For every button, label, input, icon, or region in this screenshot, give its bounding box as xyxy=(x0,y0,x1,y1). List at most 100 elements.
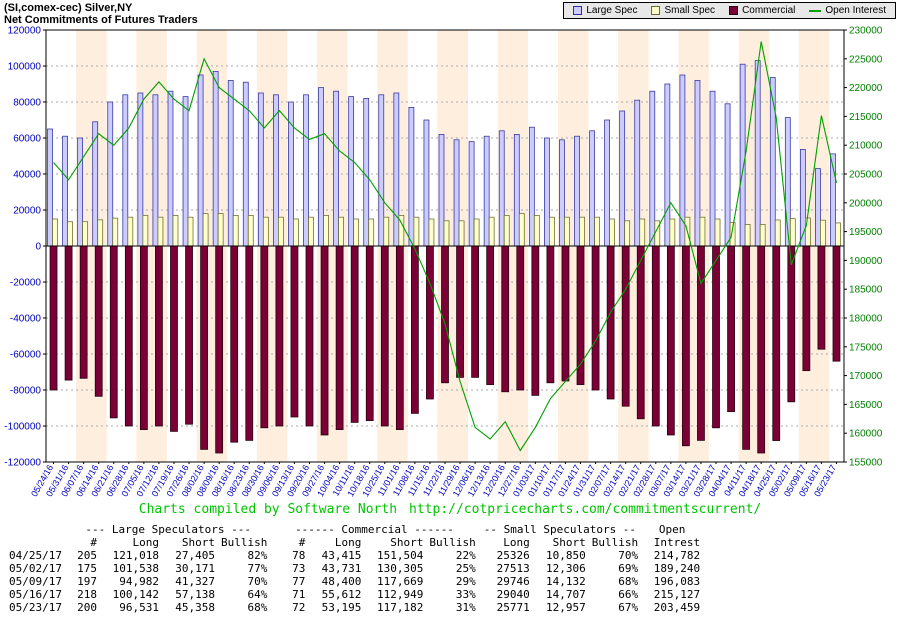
svg-text:-100000: -100000 xyxy=(4,422,41,433)
legend-item-commercial: Commercial xyxy=(729,5,795,16)
row-value: 30,171 xyxy=(175,562,215,575)
row-date: 04/25/17 xyxy=(9,549,62,562)
table-group-header: -- Small Speculators -- xyxy=(483,523,637,536)
row-value: 205 xyxy=(77,549,97,562)
chart-subtitle: Net Commitments of Futures Traders xyxy=(4,14,198,26)
right-axis-labels: 230000 225000 220000 215000 210000 205000 2000… xyxy=(844,26,883,469)
table-row: 05/23/17 200 96,531 45,358 68% 72 53,195 117,18… xyxy=(6,601,703,614)
row-value: 64% xyxy=(247,588,268,601)
table-column-header: Long xyxy=(334,536,362,549)
row-value: 55,612 xyxy=(321,588,362,601)
svg-text:60000: 60000 xyxy=(13,134,41,145)
row-value: 73 xyxy=(292,562,306,575)
svg-text:170000: 170000 xyxy=(849,371,883,382)
table-column-header-row: # Long Short Bullish # Long Short Bullish Long Sh… xyxy=(6,536,703,549)
row-value: 94,982 xyxy=(119,575,159,588)
row-value: 27513 xyxy=(496,562,530,575)
x-axis-labels: 05/24/1605/31/1606/07/1606/14/1606/21/16… xyxy=(29,462,838,498)
table-group-header: ------ Commercial ------ xyxy=(295,523,455,536)
row-value: 66% xyxy=(618,588,639,601)
svg-text:180000: 180000 xyxy=(849,314,883,325)
svg-text:-80000: -80000 xyxy=(10,386,42,397)
cot-chart: 120000100000800006000040000200000-20000-… xyxy=(4,26,883,499)
left-axis-labels: 120000 100000 80000 60000 40000 20000 0 -20000 -… xyxy=(4,26,46,469)
table-column-header: Intrest xyxy=(653,536,701,549)
row-value: 70% xyxy=(618,549,639,562)
footer-credit: Charts compiled by Software North http://… xyxy=(0,502,900,517)
row-value: 77 xyxy=(292,575,306,588)
row-date: 05/23/17 xyxy=(9,601,62,614)
row-value: 112,949 xyxy=(377,588,424,601)
svg-text:175000: 175000 xyxy=(849,342,883,353)
row-value: 29% xyxy=(455,575,476,588)
legend: Large Spec Small Spec Commercial Open Inter… xyxy=(563,2,896,19)
row-value: 53,195 xyxy=(321,601,362,614)
row-value: 117,669 xyxy=(377,575,424,588)
svg-text:185000: 185000 xyxy=(849,285,883,296)
row-value: 31% xyxy=(455,601,476,614)
row-value: 189,240 xyxy=(653,562,701,575)
row-value: 68% xyxy=(247,601,268,614)
row-value: 14,707 xyxy=(545,588,586,601)
row-value: 33% xyxy=(455,588,476,601)
row-value: 96,531 xyxy=(119,601,159,614)
row-value: 100,142 xyxy=(112,588,159,601)
table-row: 05/16/17 218 100,142 57,138 64% 71 55,612 112,9… xyxy=(6,588,703,601)
row-value: 78 xyxy=(292,549,306,562)
row-value: 200 xyxy=(77,601,97,614)
open-interest-swatch-icon xyxy=(809,9,822,12)
table-column-header: Short xyxy=(552,536,586,549)
table-row: 04/25/17 205 121,018 27,405 82% 78 43,415 151,5… xyxy=(6,549,703,562)
svg-text:120000: 120000 xyxy=(8,26,42,37)
svg-text:230000: 230000 xyxy=(849,26,883,37)
svg-text:200000: 200000 xyxy=(849,198,883,209)
svg-text:100000: 100000 xyxy=(8,62,42,73)
row-value: 45,358 xyxy=(175,601,215,614)
footer-credit-text: Charts compiled by Software North xyxy=(138,502,398,517)
legend-item-large-spec: Large Spec xyxy=(573,5,637,16)
row-value: 12,306 xyxy=(545,562,586,575)
table-column-header: Long xyxy=(132,536,160,549)
row-date: 05/02/17 xyxy=(9,562,62,575)
svg-text:195000: 195000 xyxy=(849,227,883,238)
svg-text:-40000: -40000 xyxy=(10,314,42,325)
row-date: 05/09/17 xyxy=(9,575,62,588)
row-value: 25326 xyxy=(496,549,530,562)
svg-text:40000: 40000 xyxy=(13,170,41,181)
svg-text:-120000: -120000 xyxy=(4,458,41,469)
table-column-header: Bullish xyxy=(591,536,639,549)
row-value: 22% xyxy=(455,549,476,562)
svg-text:225000: 225000 xyxy=(849,54,883,65)
row-value: 218 xyxy=(77,588,97,601)
row-value: 67% xyxy=(618,601,639,614)
legend-label: Commercial xyxy=(742,5,796,16)
svg-text:80000: 80000 xyxy=(13,98,41,109)
table-group-header: Open xyxy=(658,523,686,536)
table-column-header: Short xyxy=(390,536,424,549)
row-value: 68% xyxy=(618,575,639,588)
row-value: 82% xyxy=(247,549,268,562)
chart-symbol-title: (SI,comex-cec) Silver,NY xyxy=(4,2,133,14)
row-value: 29040 xyxy=(496,588,530,601)
row-value: 197 xyxy=(77,575,97,588)
row-value: 25771 xyxy=(496,601,530,614)
bars-commercial xyxy=(49,245,841,454)
legend-item-open-interest: Open Interest xyxy=(809,5,886,16)
svg-text:160000: 160000 xyxy=(849,429,883,440)
table-column-header: # xyxy=(298,536,306,549)
row-value: 175 xyxy=(77,562,97,575)
row-value: 29746 xyxy=(496,575,530,588)
footer-url-link[interactable]: http://cotpricecharts.com/commitmentscur… xyxy=(409,502,762,517)
large-spec-swatch-icon xyxy=(573,6,583,15)
svg-text:-60000: -60000 xyxy=(10,350,42,361)
row-value: 14,132 xyxy=(545,575,586,588)
small-spec-swatch-icon xyxy=(651,6,661,15)
table-column-header xyxy=(6,536,66,549)
table-column-header: Long xyxy=(503,536,530,549)
row-value: 70% xyxy=(247,575,268,588)
row-value: 48,400 xyxy=(321,575,362,588)
legend-label: Small Spec xyxy=(664,5,716,16)
svg-text:220000: 220000 xyxy=(849,83,883,94)
row-value: 203,459 xyxy=(653,601,701,614)
